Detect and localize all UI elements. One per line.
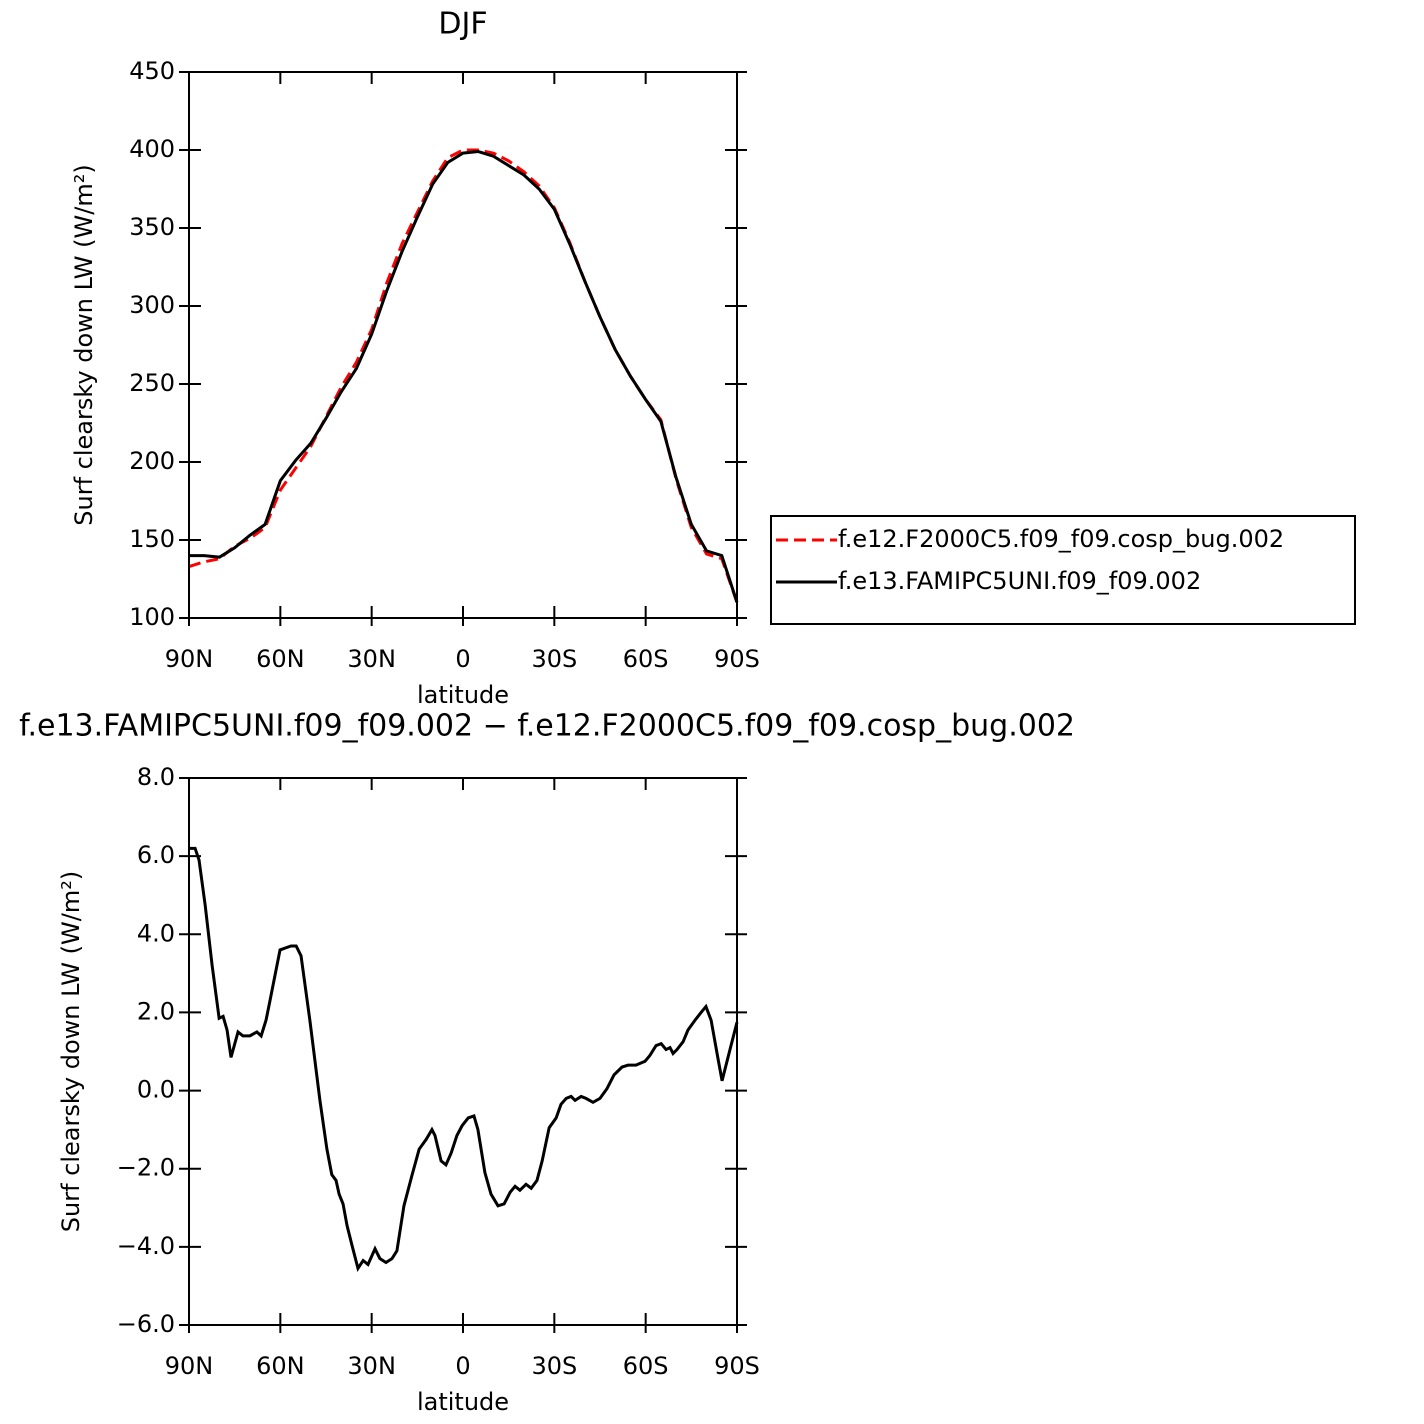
x-tick-label: 0	[455, 645, 470, 673]
x-tick-label: 90N	[165, 645, 214, 673]
data-line	[189, 846, 739, 1272]
y-tick-label: 450	[129, 57, 175, 85]
x-tick-label: 90S	[714, 645, 760, 673]
y-tick-label: 8.0	[137, 763, 175, 791]
y-tick-label: −2.0	[117, 1154, 175, 1182]
y-axis-label: Surf clearsky down LW (W/m²)	[57, 871, 85, 1232]
x-tick-label: 60N	[256, 1352, 305, 1380]
x-tick-label: 30N	[347, 1352, 396, 1380]
data-line	[188, 148, 739, 603]
x-tick-label: 0	[455, 1352, 470, 1380]
y-tick-label: 6.0	[137, 841, 175, 869]
x-tick-label: 90S	[714, 1352, 760, 1380]
y-tick-label: −6.0	[117, 1310, 175, 1338]
y-tick-label: 0.0	[137, 1076, 175, 1104]
x-tick-label: 90N	[165, 1352, 214, 1380]
y-tick-label: 350	[129, 213, 175, 241]
y-tick-label: 250	[129, 369, 175, 397]
y-tick-label: 300	[129, 291, 175, 319]
y-axis-label: Surf clearsky down LW (W/m²)	[70, 164, 98, 525]
x-axis-label: latitude	[417, 681, 509, 709]
x-tick-label: 30S	[531, 645, 577, 673]
x-tick-label: 30S	[531, 1352, 577, 1380]
x-tick-label: 60S	[623, 1352, 669, 1380]
y-tick-label: 4.0	[137, 919, 175, 947]
chart-title: f.e13.FAMIPC5UNI.f09_f09.002 − f.e12.F20…	[19, 709, 1075, 744]
data-line	[189, 150, 739, 603]
x-tick-label: 30N	[347, 645, 396, 673]
legend-label: f.e13.FAMIPC5UNI.f09_f09.002	[838, 567, 1201, 595]
y-tick-label: −4.0	[117, 1232, 175, 1260]
y-tick-label: 400	[129, 135, 175, 163]
x-tick-label: 60S	[623, 645, 669, 673]
chart-title: DJF	[438, 7, 487, 42]
x-axis-label: latitude	[417, 1388, 509, 1416]
plot-frame	[188, 71, 738, 619]
legend-box	[770, 515, 1356, 625]
x-tick-label: 60N	[256, 645, 305, 673]
legend-label: f.e12.F2000C5.f09_f09.cosp_bug.002	[838, 525, 1284, 553]
y-tick-label: 150	[129, 525, 175, 553]
plot-frame	[188, 777, 738, 1326]
y-tick-label: 2.0	[137, 997, 175, 1025]
y-tick-label: 200	[129, 447, 175, 475]
y-tick-label: 100	[129, 603, 175, 631]
